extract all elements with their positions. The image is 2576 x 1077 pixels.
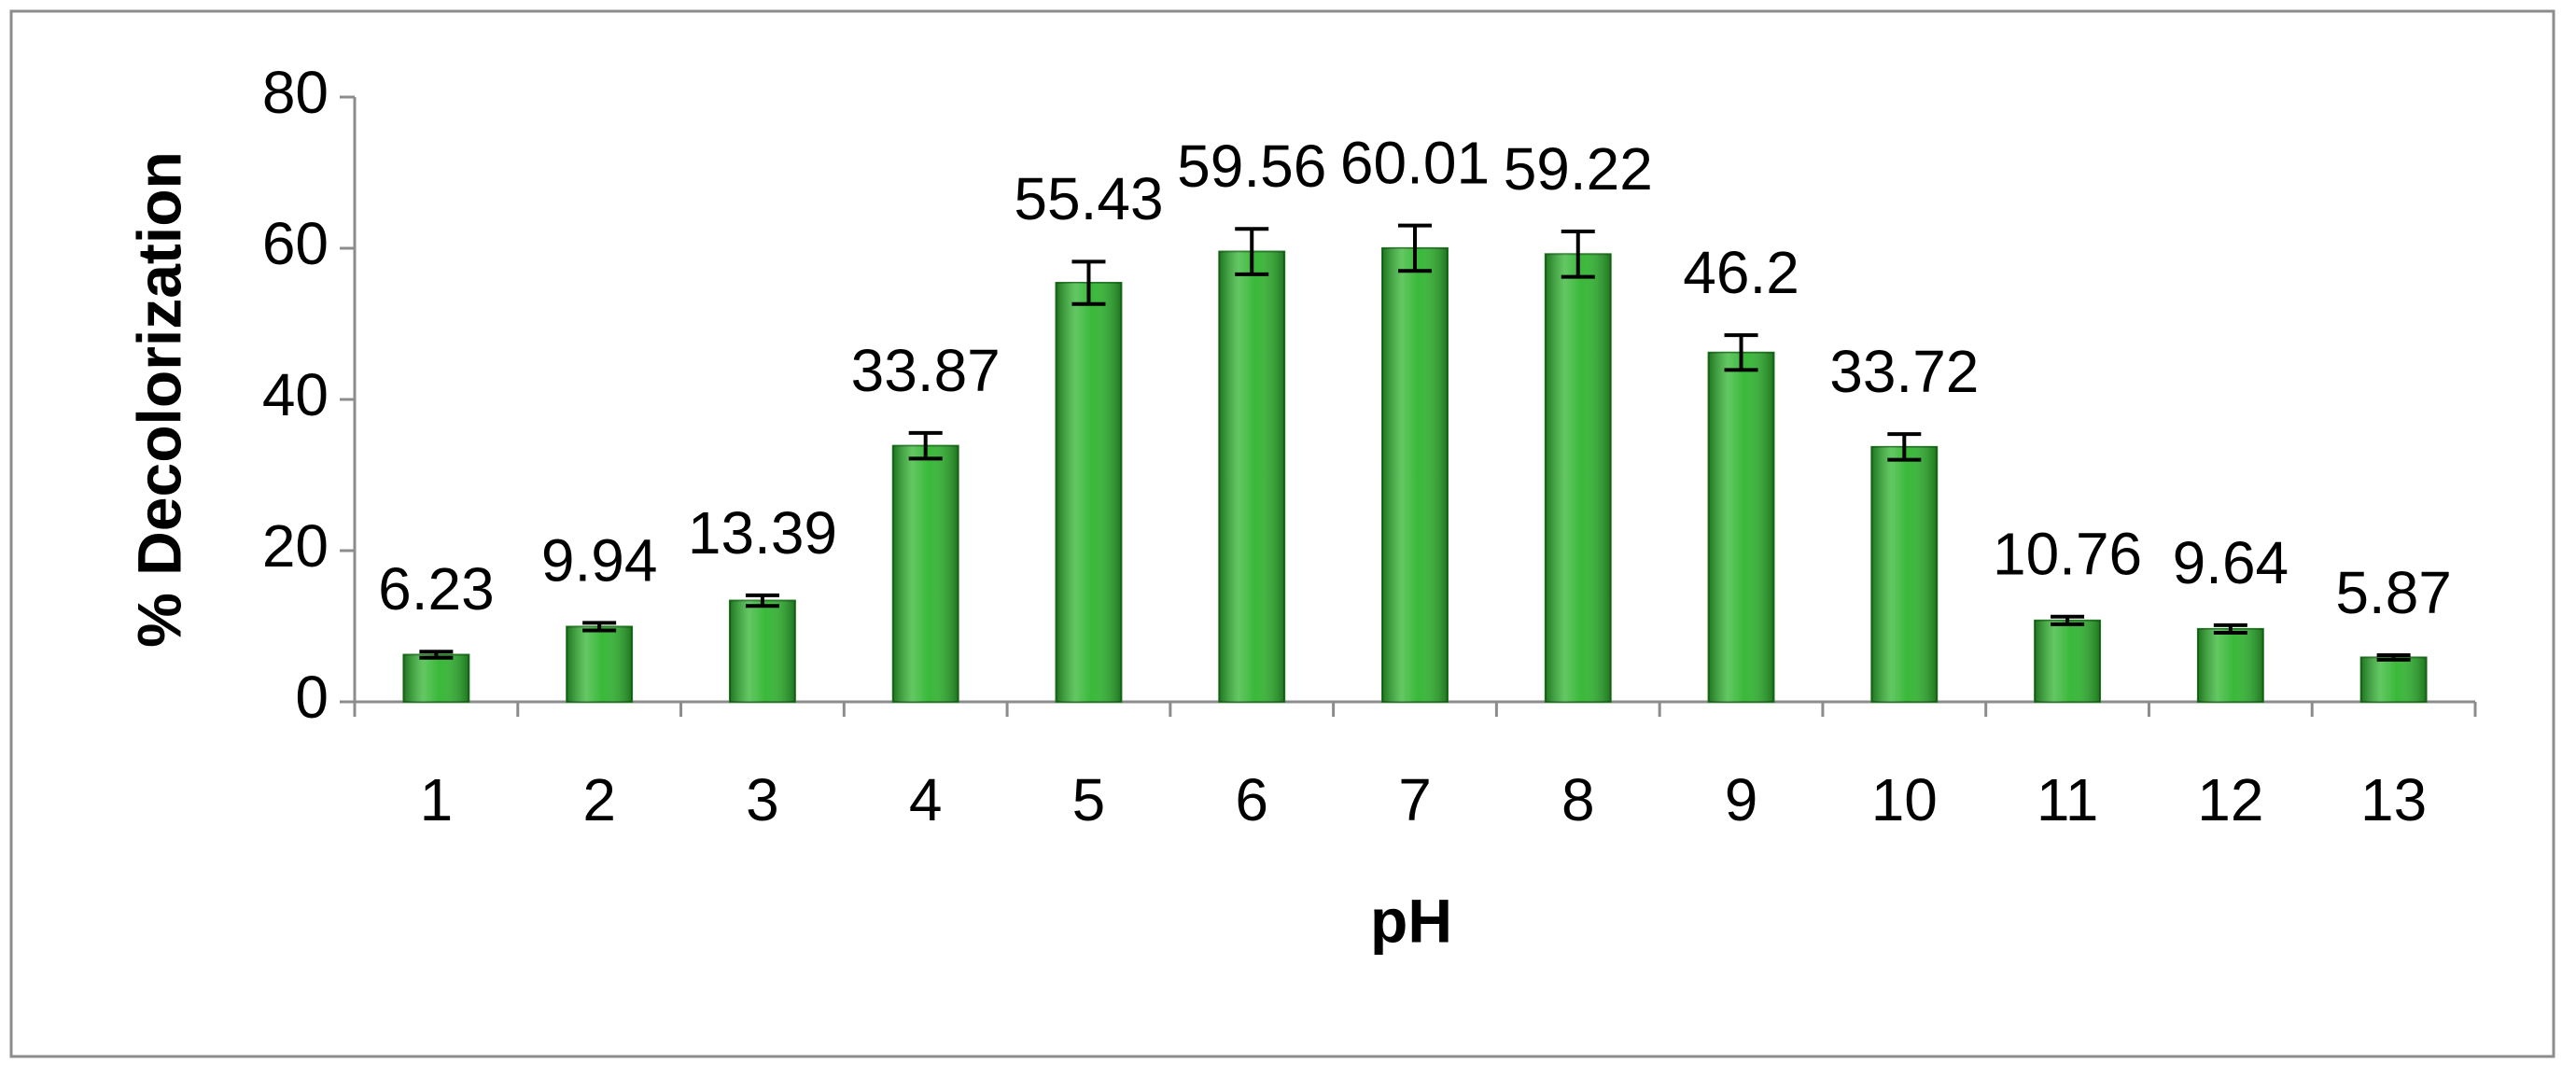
value-label: 13.39 xyxy=(688,499,837,566)
error-bar xyxy=(745,593,779,608)
bar-shade xyxy=(729,600,795,702)
error-bar xyxy=(1887,432,1922,462)
error-bar xyxy=(1724,333,1758,372)
value-label: 5.87 xyxy=(2335,559,2452,626)
bar-shade xyxy=(1545,254,1611,702)
x-tick-label: 2 xyxy=(582,766,616,833)
y-axis-title: % Decolorization xyxy=(124,151,193,648)
bar-shade xyxy=(2360,657,2427,702)
x-tick-label: 4 xyxy=(909,766,943,833)
bar-shade xyxy=(1056,283,1122,702)
error-bar xyxy=(908,430,943,461)
bar-shade xyxy=(2035,620,2101,702)
x-tick-label: 7 xyxy=(1398,766,1432,833)
bar-shade xyxy=(1219,251,1285,702)
error-bar xyxy=(1398,223,1432,273)
error-bar xyxy=(1235,227,1269,276)
error-bar xyxy=(419,650,454,660)
x-tick-label: 8 xyxy=(1561,766,1595,833)
error-bar xyxy=(2051,614,2085,626)
value-label: 46.2 xyxy=(1683,239,1799,306)
error-bar xyxy=(2213,622,2247,635)
x-tick-label: 11 xyxy=(2037,766,2098,833)
y-tick-label: 80 xyxy=(262,59,329,126)
bar-shade xyxy=(1871,446,1938,702)
bar-shade xyxy=(403,654,469,702)
value-label: 59.22 xyxy=(1504,135,1653,203)
bar-shade xyxy=(1382,247,1448,702)
y-tick-label: 60 xyxy=(262,210,329,277)
x-tick-label: 10 xyxy=(1871,766,1938,833)
value-label: 59.56 xyxy=(1177,133,1326,200)
error-bar xyxy=(2376,653,2411,662)
error-bar xyxy=(1071,259,1106,306)
x-tick-label: 12 xyxy=(2197,766,2263,833)
x-tick-label: 5 xyxy=(1072,766,1106,833)
value-label: 9.94 xyxy=(541,526,658,594)
error-bar xyxy=(582,621,617,633)
error-bar xyxy=(1561,230,1595,279)
x-tick-label: 13 xyxy=(2360,766,2427,833)
value-label: 55.43 xyxy=(1014,165,1163,232)
y-tick-label: 40 xyxy=(262,361,329,428)
x-tick-label: 3 xyxy=(746,766,779,833)
x-tick-label: 9 xyxy=(1725,766,1758,833)
y-tick-label: 20 xyxy=(262,512,329,580)
x-axis-title: pH xyxy=(1370,886,1452,955)
bar-shade xyxy=(567,626,633,702)
value-label: 10.76 xyxy=(1993,521,2142,588)
value-label: 33.72 xyxy=(1829,338,1979,405)
bar-shade xyxy=(2197,628,2263,702)
bar-shade xyxy=(892,445,959,702)
value-label: 60.01 xyxy=(1340,130,1490,197)
value-label: 6.23 xyxy=(378,555,495,622)
value-label: 9.64 xyxy=(2173,529,2289,596)
chart-border xyxy=(9,9,2555,1058)
bar-shade xyxy=(1708,352,1774,702)
y-tick-label: 0 xyxy=(295,664,329,731)
x-tick-label: 1 xyxy=(420,766,454,833)
x-tick-label: 6 xyxy=(1235,766,1268,833)
value-label: 33.87 xyxy=(851,337,1001,404)
